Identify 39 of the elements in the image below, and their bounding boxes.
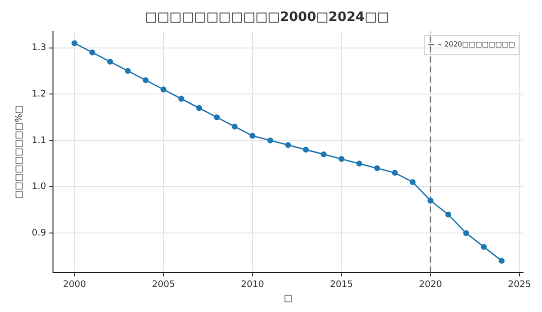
point	[250, 132, 256, 139]
point	[160, 86, 166, 92]
point	[214, 114, 220, 120]
x-tick-label: 2005	[152, 280, 175, 290]
point	[338, 156, 344, 162]
point	[302, 146, 309, 153]
point	[89, 49, 96, 56]
y-tick-label: 1.3	[32, 43, 46, 54]
x-tick-label: 2010	[241, 280, 264, 290]
y-axis-title: □□□□□□□□□%□	[14, 105, 25, 199]
point	[428, 198, 434, 204]
point	[410, 179, 416, 186]
y-tick-label: 1.0	[32, 182, 46, 192]
point	[178, 96, 184, 102]
x-tick-label: 2020	[419, 280, 442, 290]
point	[320, 151, 327, 158]
x-tick-label: 2025	[508, 280, 531, 290]
point	[445, 212, 452, 218]
point	[124, 68, 131, 74]
x-tick-label: 2000	[63, 280, 86, 290]
point	[392, 170, 398, 176]
y-tick-label: 0.9	[32, 228, 46, 238]
point	[72, 40, 78, 46]
point	[480, 244, 487, 250]
point	[374, 165, 380, 172]
point	[232, 124, 238, 130]
point	[498, 258, 505, 264]
point	[267, 137, 274, 144]
y-tick-label: 1.1	[32, 136, 46, 146]
x-axis-title: □	[284, 294, 292, 304]
point	[285, 142, 292, 148]
point	[196, 105, 202, 111]
x-tick-label: 2015	[330, 280, 353, 290]
point	[463, 230, 470, 236]
point	[356, 160, 362, 167]
y-tick-label: 1.2	[32, 89, 46, 100]
point	[142, 77, 149, 84]
point	[107, 58, 114, 65]
chart-title: □□□□□□□□□□□2000□2024□□	[144, 10, 390, 26]
